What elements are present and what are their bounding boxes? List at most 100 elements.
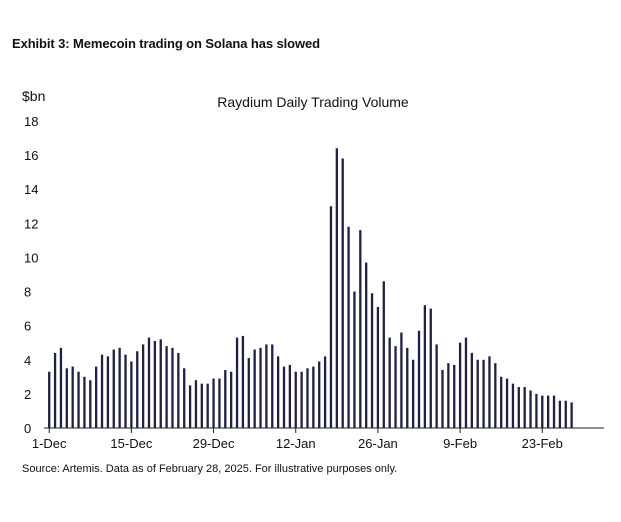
- bar-11-Feb: [470, 352, 473, 428]
- bar-18-Feb: [511, 383, 515, 428]
- bar-5-Dec: [71, 366, 74, 428]
- bar-19-Dec: [153, 341, 157, 428]
- bar-19-Jan: [335, 148, 338, 429]
- bar-18-Dec: [147, 337, 151, 428]
- y-tick-label: 12: [24, 216, 38, 231]
- y-axis-unit-label: $bn: [22, 88, 45, 104]
- bar-12-Dec: [112, 349, 115, 428]
- bar-30-Dec: [218, 378, 221, 428]
- bar-10-Dec: [100, 354, 104, 428]
- bar-2-Jan: [235, 337, 239, 428]
- bar-11-Dec: [106, 356, 110, 428]
- bar-20-Jan: [341, 158, 344, 428]
- bar-30-Jan: [400, 332, 403, 428]
- bar-6-Dec: [77, 371, 80, 428]
- bar-9-Dec: [95, 366, 98, 428]
- x-tick-label: 23-Feb: [522, 436, 563, 451]
- x-tick-label: 12-Jan: [276, 436, 316, 451]
- bar-4-Jan: [247, 358, 250, 428]
- bar-23-Feb: [541, 395, 544, 428]
- bar-18-Jan: [329, 206, 333, 428]
- exhibit-title: Exhibit 3: Memecoin trading on Solana ha…: [12, 36, 320, 51]
- bar-27-Dec: [200, 383, 203, 428]
- bar-15-Jan: [312, 366, 315, 428]
- bar-10-Jan: [282, 366, 286, 428]
- x-axis-ticks: 1-Dec 15-Dec 29-Dec 12-Jan 26-Jan 9-Feb 23-Feb: [32, 428, 563, 451]
- bar-11-Jan: [288, 364, 292, 428]
- bar-20-Dec: [159, 339, 162, 428]
- bar-24-Feb: [547, 395, 550, 428]
- bar-1-Jan: [230, 371, 233, 428]
- bar-4-Dec: [65, 368, 68, 428]
- bar-23-Jan: [359, 230, 362, 428]
- bar-21-Dec: [165, 346, 168, 428]
- bar-13-Feb: [482, 359, 485, 428]
- bar-15-Feb: [494, 363, 497, 428]
- bar-25-Dec: [188, 385, 192, 428]
- bars-group: [48, 148, 573, 429]
- bar-3-Jan: [241, 335, 245, 428]
- bar-24-Dec: [183, 368, 186, 428]
- bar-29-Jan: [394, 346, 397, 428]
- bar-16-Dec: [136, 351, 139, 428]
- bar-8-Feb: [453, 364, 456, 428]
- bar-8-Dec: [89, 380, 92, 428]
- bar-26-Dec: [194, 380, 198, 428]
- bar-9-Jan: [276, 356, 280, 428]
- bar-29-Dec: [212, 378, 215, 428]
- bar-16-Feb: [500, 376, 503, 428]
- y-tick-label: 0: [24, 421, 31, 436]
- bar-7-Jan: [265, 344, 268, 428]
- x-tick-label: 9-Feb: [443, 436, 477, 451]
- x-tick-label: 26-Jan: [358, 436, 398, 451]
- bar-31-Jan: [406, 347, 409, 428]
- bar-4-Feb: [429, 308, 432, 428]
- y-tick-label: 10: [24, 250, 38, 265]
- bar-21-Feb: [529, 390, 532, 428]
- bar-17-Dec: [141, 344, 145, 428]
- bar-7-Feb: [447, 363, 450, 428]
- bar-13-Dec: [118, 347, 121, 428]
- y-tick-label: 4: [24, 353, 31, 368]
- bar-5-Feb: [435, 344, 438, 428]
- bar-10-Feb: [464, 337, 468, 428]
- bar-15-Dec: [130, 361, 133, 428]
- bar-12-Feb: [476, 359, 479, 428]
- bar-3-Feb: [423, 305, 427, 428]
- y-tick-label: 8: [24, 285, 31, 300]
- chart-title: Raydium Daily Trading Volume: [217, 94, 409, 110]
- bar-1-Feb: [411, 359, 415, 428]
- bar-2-Feb: [417, 330, 421, 428]
- x-tick-label: 1-Dec: [32, 436, 67, 451]
- bar-25-Jan: [370, 293, 374, 428]
- bar-16-Jan: [318, 361, 321, 428]
- bar-12-Jan: [294, 371, 297, 428]
- bar-25-Feb: [552, 395, 556, 428]
- bar-5-Jan: [253, 349, 256, 428]
- y-tick-label: 6: [24, 319, 31, 334]
- bar-28-Dec: [206, 383, 209, 428]
- bar-17-Jan: [323, 356, 327, 428]
- bar-26-Jan: [376, 306, 380, 428]
- bar-27-Feb: [564, 400, 567, 428]
- bar-7-Dec: [83, 376, 86, 428]
- bar-14-Jan: [306, 368, 309, 428]
- bar-14-Dec: [124, 354, 127, 428]
- bar-14-Feb: [488, 356, 491, 428]
- bar-1-Dec: [48, 371, 51, 428]
- bar-19-Feb: [517, 387, 520, 428]
- bar-13-Jan: [300, 371, 303, 428]
- bar-21-Jan: [347, 226, 350, 428]
- bar-22-Jan: [353, 291, 356, 428]
- x-tick-label: 29-Dec: [193, 436, 235, 451]
- bar-20-Feb: [523, 387, 526, 428]
- bar-22-Feb: [535, 393, 538, 428]
- y-tick-label: 18: [24, 114, 38, 129]
- y-axis-ticks: 0 2 4 6 8 10 12 14 16 18: [24, 114, 38, 436]
- bar-26-Feb: [558, 400, 562, 428]
- bar-17-Feb: [505, 378, 509, 428]
- bar-2-Dec: [53, 352, 57, 428]
- bar-6-Jan: [259, 347, 262, 428]
- source-note: Source: Artemis. Data as of February 28,…: [22, 463, 398, 475]
